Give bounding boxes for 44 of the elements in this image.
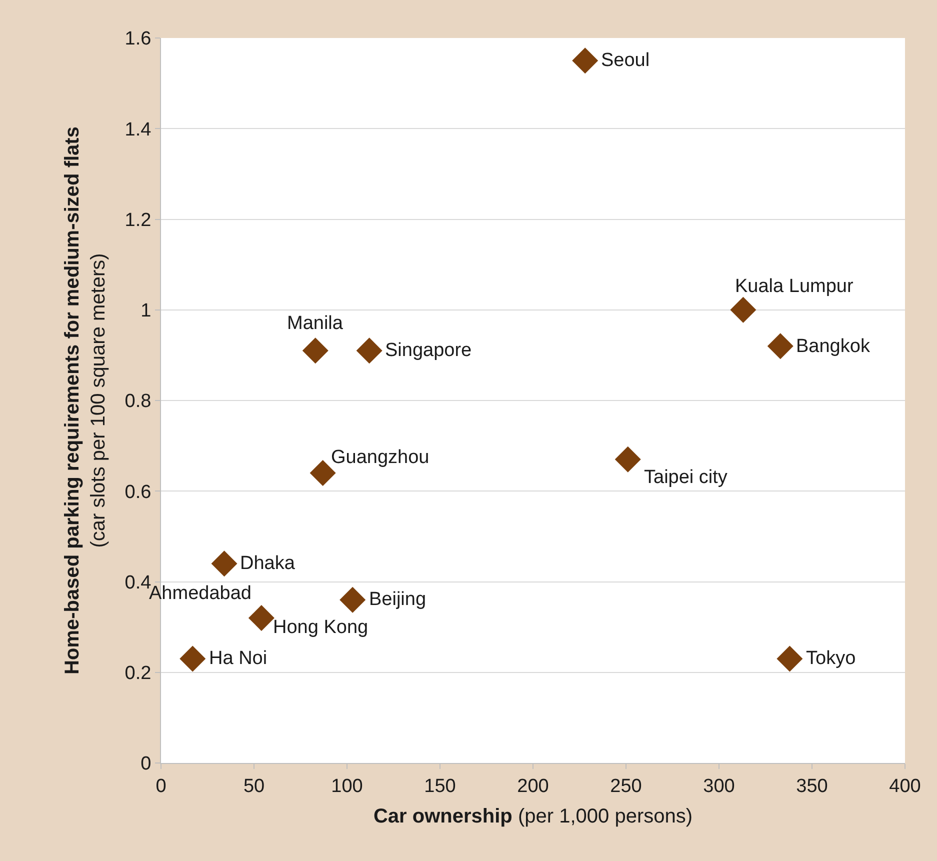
annotation: Taipei city: [644, 467, 728, 488]
annotation: Hong Kong: [273, 617, 368, 638]
y-tick-label: 0.6: [124, 482, 152, 503]
annotation: Seoul: [601, 50, 650, 71]
point: [211, 550, 238, 577]
annotation: Dhaka: [240, 553, 296, 574]
annotation: Singapore: [385, 340, 472, 361]
y-tick-label: 0.2: [124, 663, 152, 684]
y-tick-label: 0.8: [124, 391, 152, 412]
y-tick-label: 1.4: [124, 119, 152, 140]
x-tick-label: 300: [703, 776, 735, 797]
y-axis-title: Home-based parking requirements for medium-sized flats (car slots per 100 square meters): [61, 126, 110, 674]
y-tick-label: 1.6: [124, 28, 152, 50]
x-tick-label: 250: [610, 776, 642, 797]
x-tick-label: 350: [796, 776, 828, 797]
x-axis-title: Car ownership (per 1,000 persons): [373, 805, 693, 828]
x-tick-label: 200: [517, 776, 549, 797]
annotation: Bangkok: [796, 336, 870, 357]
y-tick-label: 1.2: [124, 210, 152, 231]
x-tick-label: 100: [331, 776, 363, 797]
point: [302, 338, 328, 364]
point: [248, 605, 274, 631]
annotation: Tokyo: [806, 648, 856, 669]
annotation: Ahmedabad: [149, 583, 252, 604]
point: [356, 338, 382, 364]
x-tick-label: 50: [243, 776, 265, 797]
y-tick-label: 1: [140, 300, 152, 322]
point: [767, 333, 794, 360]
annotation: Kuala Lumpur: [735, 276, 854, 297]
y-tick-label: 0.4: [124, 572, 152, 594]
point: [730, 296, 756, 323]
point: [180, 646, 206, 672]
x-tick-label: 0: [156, 776, 166, 797]
annotation: Beijing: [369, 589, 426, 610]
annotation: Ha Noi: [209, 648, 268, 669]
y-tick-label: 0: [140, 754, 152, 775]
x-tick-label: 400: [889, 776, 921, 797]
point: [572, 48, 598, 74]
annotation: Manila: [287, 313, 344, 334]
annotation: Guangzhou: [331, 447, 430, 468]
x-tick-label: 150: [424, 776, 456, 797]
point: [340, 586, 366, 613]
point: [614, 446, 641, 472]
point: [776, 646, 803, 672]
